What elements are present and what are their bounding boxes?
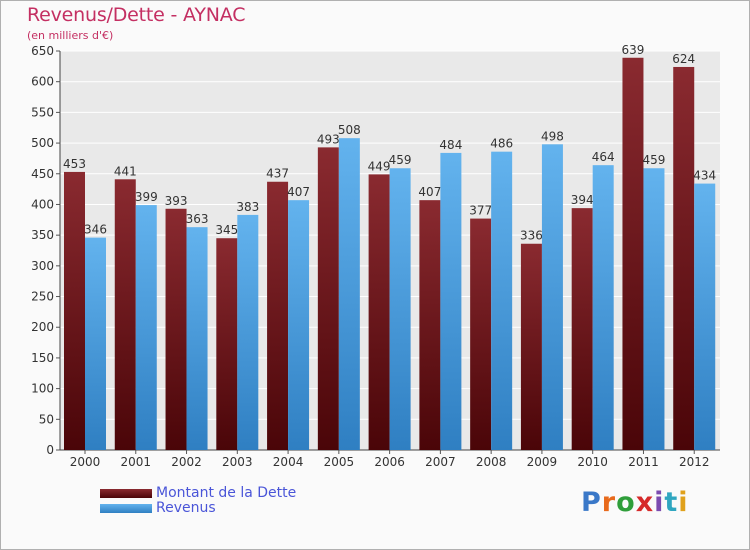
- x-tick-label: 2008: [476, 455, 507, 469]
- x-tick-label: 2012: [679, 455, 710, 469]
- plot-area: 0 50 100 150 200 250 300 350 400 450 500 550 600 650 4…: [31, 43, 720, 469]
- data-label-debt: 449: [368, 159, 391, 173]
- bar-debt: [419, 200, 441, 450]
- bar-revenue: [694, 183, 716, 451]
- y-tick-label: 550: [31, 105, 54, 119]
- bar-revenue: [186, 227, 208, 450]
- data-label-revenue: 484: [439, 138, 462, 152]
- bar-debt: [317, 147, 339, 450]
- data-label-debt: 437: [266, 167, 289, 181]
- bar-revenue: [389, 168, 411, 450]
- bar-revenue: [338, 138, 360, 451]
- bar-debt: [571, 208, 593, 450]
- y-tick-label: 200: [31, 320, 54, 334]
- proxiti-logo: Proxiti: [581, 487, 689, 518]
- data-label-revenue: 346: [84, 223, 107, 237]
- x-tick-label: 2011: [628, 455, 659, 469]
- bar-debt: [64, 171, 85, 451]
- bar-revenue: [288, 200, 310, 450]
- bar-revenue: [85, 237, 106, 450]
- x-tick-label: 2005: [324, 455, 355, 469]
- legend-swatch-debt: [100, 489, 152, 498]
- data-label-debt: 639: [622, 43, 645, 57]
- data-label-revenue: 459: [643, 153, 666, 167]
- data-label-debt: 345: [215, 223, 238, 237]
- bar-debt: [368, 174, 390, 451]
- y-tick-label: 50: [39, 412, 54, 426]
- data-label-debt: 453: [63, 157, 86, 171]
- bar-debt: [216, 238, 238, 450]
- data-label-revenue: 508: [338, 123, 361, 137]
- y-tick-label: 250: [31, 290, 54, 304]
- y-tick-label: 600: [31, 75, 54, 89]
- data-label-debt: 441: [114, 164, 137, 178]
- bar-debt: [520, 243, 542, 450]
- x-tick-label: 2004: [273, 455, 304, 469]
- data-label-revenue: 383: [236, 200, 259, 214]
- legend: Montant de la Dette Revenus: [100, 486, 296, 516]
- x-tick-label: 2007: [425, 455, 456, 469]
- data-label-revenue: 498: [541, 129, 564, 143]
- x-tick-label: 2003: [222, 455, 253, 469]
- legend-item-debt: Montant de la Dette: [100, 486, 296, 501]
- data-label-debt: 407: [418, 185, 441, 199]
- data-label-revenue: 486: [490, 137, 513, 151]
- bar-revenue: [440, 152, 462, 450]
- data-label-debt: 336: [520, 229, 543, 243]
- logo-letter: o: [616, 487, 636, 518]
- logo-letter: x: [635, 487, 655, 518]
- bar-revenue: [541, 144, 563, 450]
- x-tick-label: 2001: [120, 455, 151, 469]
- data-label-revenue: 407: [287, 185, 310, 199]
- chart-subtitle: (en milliers d'€): [27, 29, 114, 42]
- legend-label-revenue: Revenus: [156, 500, 216, 516]
- y-tick-label: 500: [31, 136, 54, 150]
- legend-swatch-revenue: [100, 504, 152, 513]
- bar-revenue: [643, 168, 665, 450]
- x-tick-label: 2002: [171, 455, 202, 469]
- data-label-revenue: 399: [135, 190, 158, 204]
- logo-letter: t: [664, 487, 679, 518]
- data-label-revenue: 459: [389, 153, 412, 167]
- bar-revenue: [491, 151, 513, 450]
- legend-item-revenue: Revenus: [100, 501, 296, 516]
- y-tick-label: 150: [31, 351, 54, 365]
- y-tick-label: 450: [31, 167, 54, 181]
- bar-debt: [267, 181, 289, 450]
- data-label-revenue: 464: [592, 150, 615, 164]
- bar-revenue: [135, 205, 157, 450]
- data-label-debt: 394: [571, 193, 594, 207]
- data-label-debt: 377: [469, 204, 492, 218]
- logo-letter: i: [654, 487, 665, 518]
- legend-label-debt: Montant de la Dette: [156, 485, 297, 501]
- logo-letter: i: [678, 487, 689, 518]
- x-tick-label: 2006: [374, 455, 405, 469]
- data-label-debt: 393: [165, 194, 188, 208]
- y-tick-label: 300: [31, 259, 54, 273]
- bar-debt: [470, 218, 492, 450]
- logo-letter: P: [581, 487, 602, 518]
- logo-letter: r: [601, 487, 617, 518]
- data-label-debt: 624: [672, 52, 695, 66]
- data-label-revenue: 363: [186, 212, 209, 226]
- x-tick-label: 2000: [70, 455, 101, 469]
- data-label-debt: 493: [317, 132, 340, 146]
- bar-revenue: [237, 214, 259, 450]
- y-tick-label: 100: [31, 382, 54, 396]
- y-tick-label: 650: [31, 44, 54, 58]
- y-tick-label: 400: [31, 197, 54, 211]
- bar-debt: [673, 66, 695, 451]
- bar-debt: [165, 208, 187, 450]
- bar-debt: [622, 57, 644, 450]
- chart-title: Revenus/Dette - AYNAC: [27, 4, 246, 26]
- y-tick-label: 0: [46, 443, 54, 457]
- x-tick-label: 2009: [527, 455, 558, 469]
- bar-debt: [114, 179, 136, 451]
- x-tick-label: 2010: [577, 455, 608, 469]
- data-label-revenue: 434: [693, 169, 716, 183]
- bar-revenue: [592, 165, 614, 450]
- y-tick-label: 350: [31, 228, 54, 242]
